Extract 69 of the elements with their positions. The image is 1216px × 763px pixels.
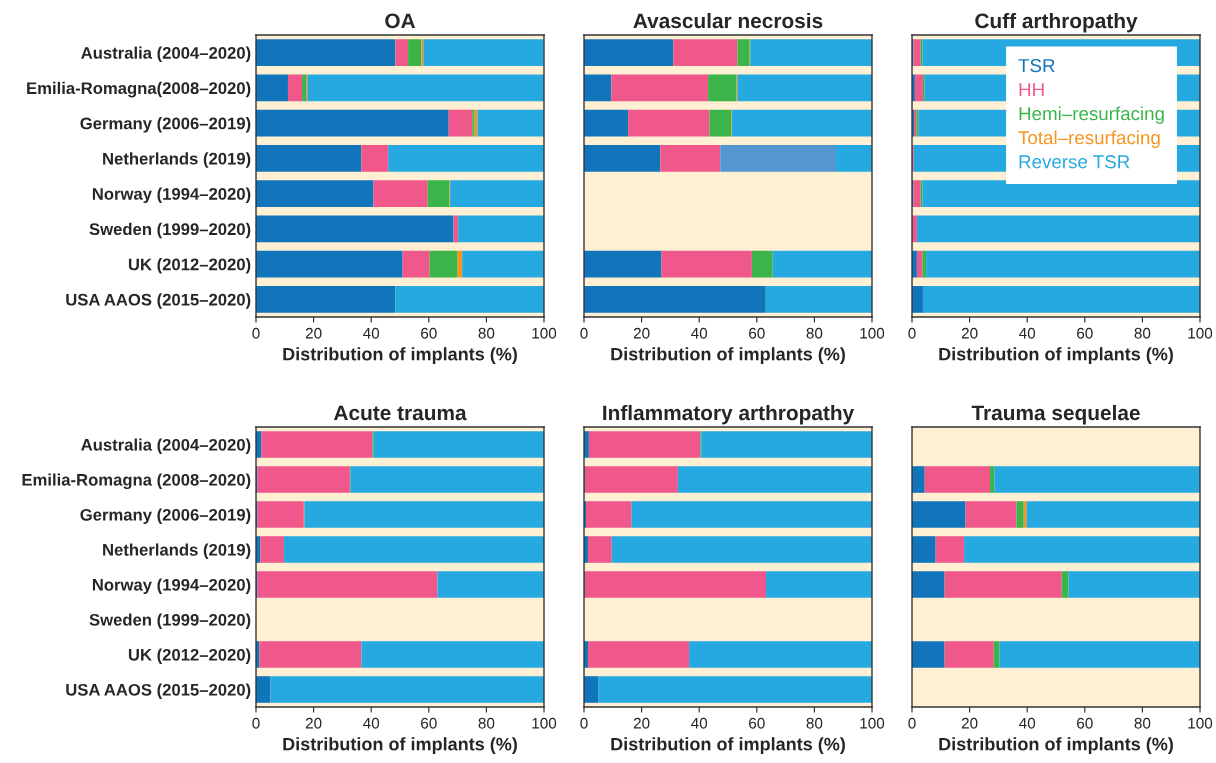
x-tick-label: 0 xyxy=(908,327,916,339)
y-tick-label: Norway (1994–2020) xyxy=(92,187,251,204)
text: Hemi–resurfacing xyxy=(1019,106,1164,125)
x-tick-label: 20 xyxy=(633,717,650,729)
chart-title: Avascular necrosis xyxy=(633,12,823,29)
x-tick-label: 60 xyxy=(1077,327,1093,339)
y-tick-label: Germany (2006–2019) xyxy=(80,117,251,133)
x-tick-label: 0 xyxy=(580,327,588,339)
x-tick-label: 60 xyxy=(421,717,437,729)
x-tick-label: 40 xyxy=(363,717,380,729)
x-tick-label: 0 xyxy=(252,327,260,339)
x-tick-label: 100 xyxy=(860,717,885,729)
x-axis-title: Distribution of implants (%) xyxy=(939,347,1173,365)
text: HH xyxy=(1019,83,1044,97)
x-axis-title: Distribution of implants (%) xyxy=(283,347,517,365)
x-tick-label: 60 xyxy=(1077,717,1093,729)
x-tick-label: 40 xyxy=(363,327,380,339)
x-tick-label: 20 xyxy=(633,327,650,339)
x-tick-label: 0 xyxy=(252,717,260,729)
text: TSR xyxy=(1018,58,1055,73)
chart-title: Trauma sequelae xyxy=(971,404,1140,425)
y-tick-label: Netherlands (2019) xyxy=(103,543,251,559)
y-tick-label: Australia (2004–2020) xyxy=(81,438,251,454)
y-tick-label: Emilia-Romagna (2008–2020) xyxy=(22,473,251,490)
y-tick-label: UK (2012–2020) xyxy=(128,258,251,274)
x-tick-label: 0 xyxy=(908,717,916,729)
x-tick-label: 100 xyxy=(532,717,557,729)
x-tick-label: 40 xyxy=(691,717,708,729)
x-tick-label: 20 xyxy=(305,717,322,729)
y-tick-label: Sweden (1999–2020) xyxy=(89,613,251,629)
x-tick-label: 60 xyxy=(749,717,765,729)
legend-label: Total–resurfacing xyxy=(1018,130,1160,149)
y-tick-label: UK (2012–2020) xyxy=(128,648,251,664)
x-tick-label: 60 xyxy=(421,327,437,339)
x-tick-label: 40 xyxy=(1019,327,1036,339)
chart-title: Inflammatory arthropathy xyxy=(603,404,855,425)
series-label: Reverse TSR xyxy=(1019,155,1130,169)
y-tick-label: USA AAOS (2015–2020) xyxy=(66,683,251,699)
x-axis-title: Distribution of implants (%) xyxy=(939,737,1173,755)
x-tick-label: 40 xyxy=(1019,717,1036,729)
x-tick-label: 40 xyxy=(691,327,708,339)
chart-title: OA xyxy=(385,13,416,29)
y-tick-label: Norway (1994–2020) xyxy=(92,578,251,594)
x-tick-label: 20 xyxy=(961,717,978,729)
y-tick-label: Emilia-Romagna(2008–2020) xyxy=(27,81,251,98)
x-tick-label: 80 xyxy=(478,717,495,729)
x-tick-label: 60 xyxy=(749,327,765,339)
x-tick-label: 80 xyxy=(1134,717,1151,729)
x-tick-label: 20 xyxy=(305,327,322,339)
y-tick-label: USA AAOS (2015–2020) xyxy=(66,293,251,309)
x-tick-label: 100 xyxy=(1188,717,1213,729)
x-axis-title: Distribution of implants (%) xyxy=(611,737,845,755)
y-tick-label: Netherlands (2019) xyxy=(103,152,251,168)
x-tick-label: 80 xyxy=(478,327,495,339)
x-tick-label: 100 xyxy=(860,327,885,339)
x-axis-title: Distribution of implants (%) xyxy=(283,737,517,755)
x-axis-title: Distribution of implants (%) xyxy=(611,347,845,365)
x-tick-label: 20 xyxy=(961,327,978,339)
chart-title: Acute trauma xyxy=(333,405,467,421)
x-tick-label: 80 xyxy=(806,717,823,729)
x-tick-label: 100 xyxy=(532,327,557,339)
x-tick-label: 80 xyxy=(806,327,823,339)
x-tick-label: 100 xyxy=(1188,327,1213,339)
x-tick-label: 80 xyxy=(1134,327,1151,339)
y-tick-label: Australia (2004–2020) xyxy=(81,46,251,63)
chart-title: Cuff arthropathy xyxy=(975,12,1138,33)
y-tick-label: Germany (2006–2019) xyxy=(80,508,251,524)
y-tick-label: Sweden (1999–2020) xyxy=(89,222,251,239)
x-tick-label: 0 xyxy=(580,717,588,729)
